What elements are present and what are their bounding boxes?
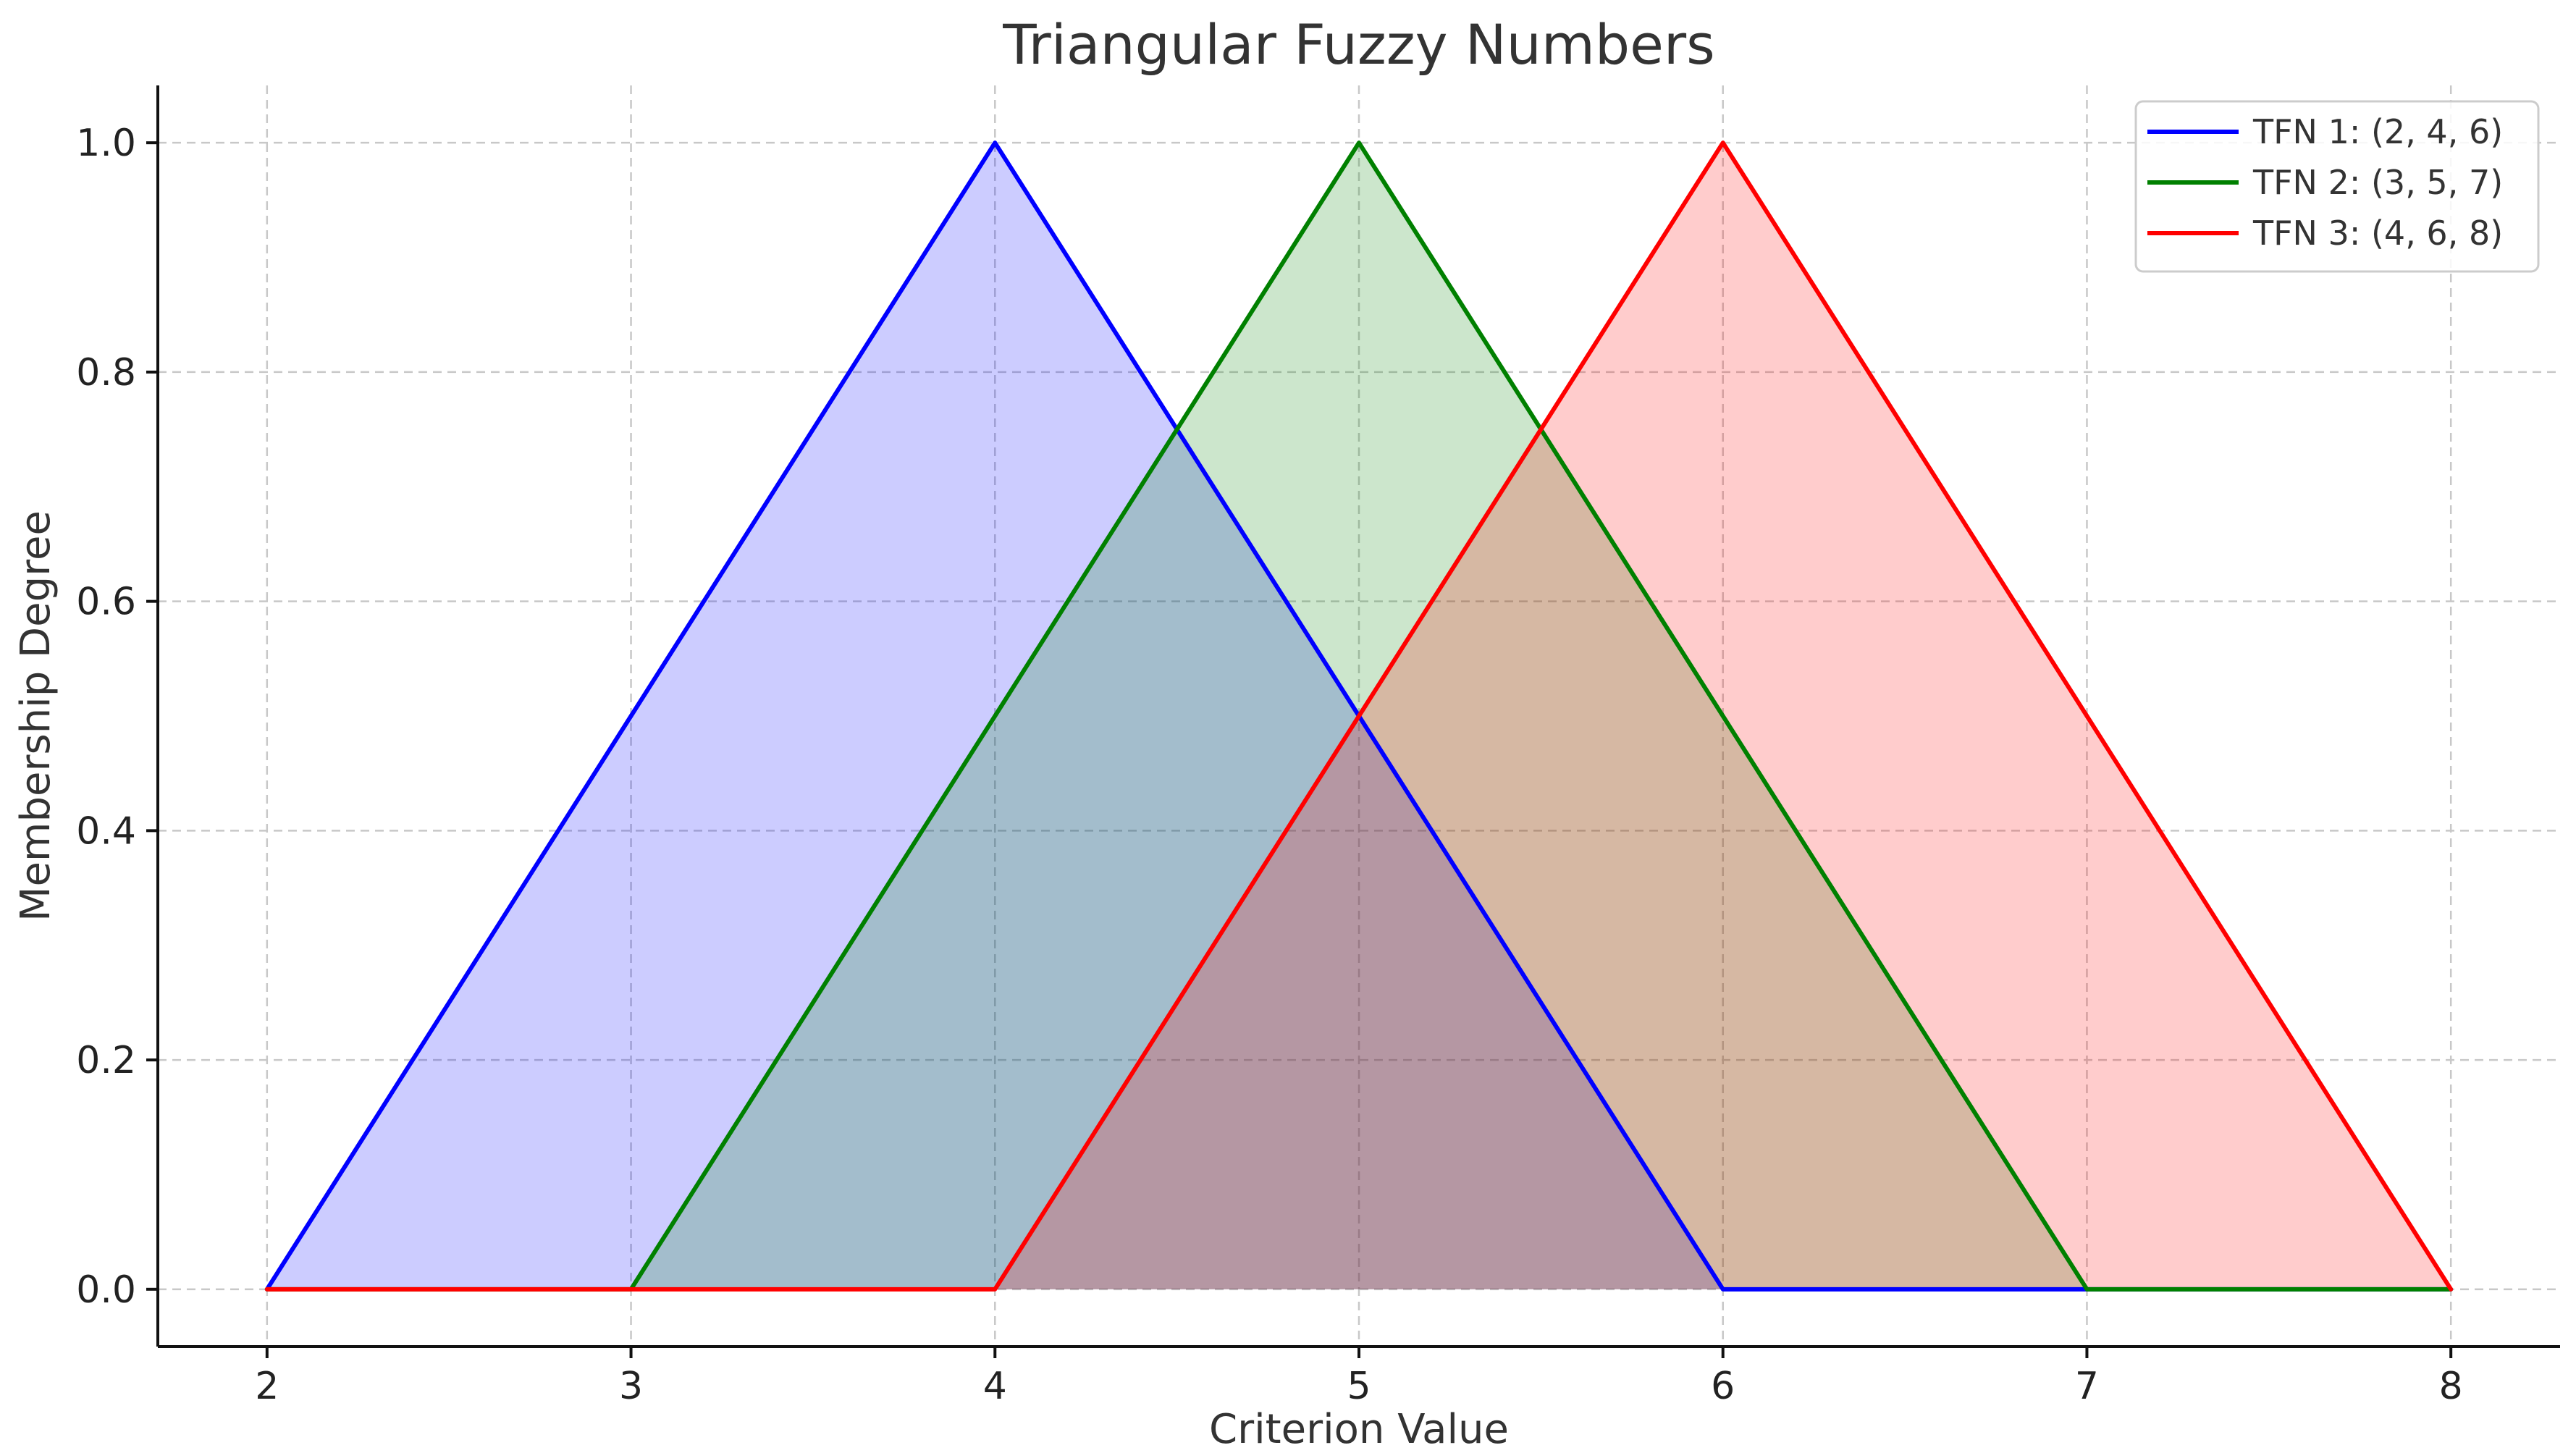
y-tick-label: 0.8 <box>76 351 136 395</box>
legend-label-2: TFN 2: (3, 5, 7) <box>2252 163 2503 202</box>
y-tick-label: 0.4 <box>76 809 136 853</box>
y-tick-label: 1.0 <box>76 122 136 165</box>
x-tick-label: 4 <box>983 1365 1007 1408</box>
y-tick-label: 0.6 <box>76 581 136 624</box>
legend-label-1: TFN 1: (2, 4, 6) <box>2252 112 2503 151</box>
y-axis-ticks: 0.0 0.2 0.4 0.6 0.8 1.0 <box>76 122 158 1312</box>
series-lines <box>264 140 2454 1292</box>
y-axis-label: Membership Degree <box>12 510 59 922</box>
x-axis-label: Criterion Value <box>1209 1406 1509 1453</box>
legend-label-3: TFN 3: (4, 6, 8) <box>2252 214 2503 253</box>
x-tick-label: 3 <box>619 1365 643 1408</box>
x-tick-label: 6 <box>1711 1365 1735 1408</box>
y-tick-label: 0.2 <box>76 1039 136 1082</box>
x-axis-ticks: 2 3 4 5 6 7 8 <box>255 1347 2463 1408</box>
x-tick-label: 8 <box>2439 1365 2463 1408</box>
x-tick-label: 5 <box>1347 1365 1371 1408</box>
x-tick-label: 7 <box>2075 1365 2099 1408</box>
series-line-3 <box>264 140 2454 1292</box>
legend: TFN 1: (2, 4, 6) TFN 2: (3, 5, 7) TFN 3: (… <box>2134 100 2540 273</box>
x-tick-label: 2 <box>255 1365 279 1408</box>
legend-frame <box>2134 100 2540 273</box>
y-tick-label: 0.0 <box>76 1268 136 1312</box>
chart-title: Triangular Fuzzy Numbers <box>1002 12 1714 77</box>
